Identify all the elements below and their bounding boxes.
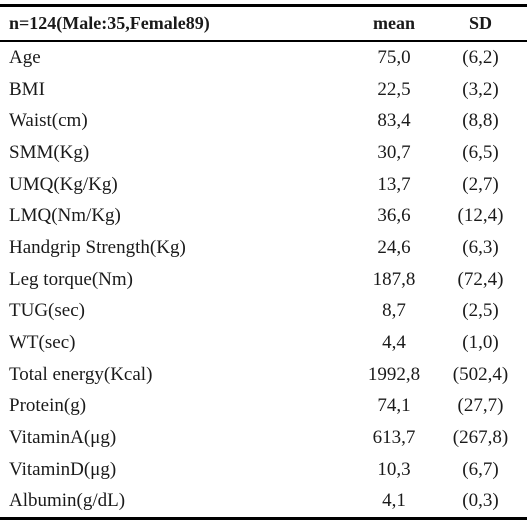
header-sd: SD <box>468 13 492 33</box>
row-variable: WT(sec) <box>9 332 76 354</box>
row-sd: (1,0) <box>462 332 499 354</box>
row-variable: Age <box>9 46 41 68</box>
row-variable: SMM(Kg) <box>9 141 90 163</box>
table-row: Leg torque(Nm) 187,8 (72,4) <box>0 264 527 296</box>
table-row: LMQ(Nm/Kg) 36,6 (12,4) <box>0 200 527 232</box>
row-sd: (6,2) <box>462 46 499 68</box>
row-mean: 1992,8 <box>367 363 421 385</box>
header-mean: mean <box>373 13 415 33</box>
table-row: VitaminA(μg) 613,7 (267,8) <box>0 422 527 454</box>
table-row: Waist(cm) 83,4 (8,8) <box>0 105 527 137</box>
row-sd: (72,4) <box>457 268 504 290</box>
row-sd: (2,7) <box>462 173 499 195</box>
row-mean: 8,7 <box>382 300 406 322</box>
stats-table-body: Age 75,0 (6,2) BMI 22,5 (3,2) Waist(cm) 83,4 (8,… <box>0 42 527 517</box>
row-mean: 83,4 <box>377 110 411 132</box>
row-variable: Waist(cm) <box>9 110 88 132</box>
row-variable: TUG(sec) <box>9 300 85 322</box>
table-row: VitaminD(μg) 10,3 (6,7) <box>0 454 527 486</box>
row-variable: Albumin(g/dL) <box>9 490 126 512</box>
row-sd: (8,8) <box>462 110 499 132</box>
row-variable: Protein(g) <box>9 395 87 417</box>
row-variable: VitaminA(μg) <box>9 427 117 449</box>
row-sd: (267,8) <box>452 427 509 449</box>
table-body: Age 75,0 (6,2) BMI 22,5 (3,2) Waist(cm) 83,4 (8,… <box>0 42 527 517</box>
row-mean: 75,0 <box>377 46 411 68</box>
header-sample-size: n=124(Male:35,Female89) <box>9 13 210 33</box>
row-sd: (27,7) <box>457 395 504 417</box>
descriptive-statistics-table: n=124(Male:35,Female89) mean SD Age 75,0 (… <box>0 4 527 520</box>
table-row: Total energy(Kcal) 1992,8 (502,4) <box>0 359 527 391</box>
row-sd: (6,3) <box>462 236 499 258</box>
table-row: Handgrip Strength(Kg) 24,6 (6,3) <box>0 232 527 264</box>
table-top-rule <box>0 4 527 7</box>
row-mean: 187,8 <box>372 268 416 290</box>
header-row: n=124(Male:35,Female89) mean SD <box>0 7 527 40</box>
row-sd: (6,7) <box>462 458 499 480</box>
row-mean: 10,3 <box>377 458 411 480</box>
row-mean: 4,1 <box>382 490 406 512</box>
row-sd: (6,5) <box>462 141 499 163</box>
table-row: Protein(g) 74,1 (27,7) <box>0 391 527 423</box>
row-variable: LMQ(Nm/Kg) <box>9 205 121 227</box>
row-variable: Total energy(Kcal) <box>9 363 153 385</box>
row-mean: 13,7 <box>377 173 411 195</box>
row-variable: UMQ(Kg/Kg) <box>9 173 118 195</box>
table-row: UMQ(Kg/Kg) 13,7 (2,7) <box>0 169 527 201</box>
table-row: BMI 22,5 (3,2) <box>0 74 527 106</box>
row-mean: 22,5 <box>377 78 411 100</box>
table-row: Albumin(g/dL) 4,1 (0,3) <box>0 486 527 518</box>
row-mean: 24,6 <box>377 236 411 258</box>
table-row: SMM(Kg) 30,7 (6,5) <box>0 137 527 169</box>
row-variable: Leg torque(Nm) <box>9 268 133 290</box>
table-row: WT(sec) 4,4 (1,0) <box>0 327 527 359</box>
row-mean: 613,7 <box>372 427 416 449</box>
row-sd: (2,5) <box>462 300 499 322</box>
table-header: n=124(Male:35,Female89) mean SD <box>0 7 527 40</box>
row-variable: BMI <box>9 78 45 100</box>
row-variable: VitaminD(μg) <box>9 458 117 480</box>
row-sd: (12,4) <box>457 205 504 227</box>
row-mean: 30,7 <box>377 141 411 163</box>
row-sd: (3,2) <box>462 78 499 100</box>
row-sd: (502,4) <box>452 363 509 385</box>
row-mean: 4,4 <box>382 332 406 354</box>
stats-table: n=124(Male:35,Female89) mean SD <box>0 7 527 40</box>
row-mean: 36,6 <box>377 205 411 227</box>
table-header-rule <box>0 40 527 42</box>
row-sd: (0,3) <box>462 490 499 512</box>
row-mean: 74,1 <box>377 395 411 417</box>
row-variable: Handgrip Strength(Kg) <box>9 236 186 258</box>
table-row: Age 75,0 (6,2) <box>0 42 527 74</box>
table-row: TUG(sec) 8,7 (2,5) <box>0 296 527 328</box>
